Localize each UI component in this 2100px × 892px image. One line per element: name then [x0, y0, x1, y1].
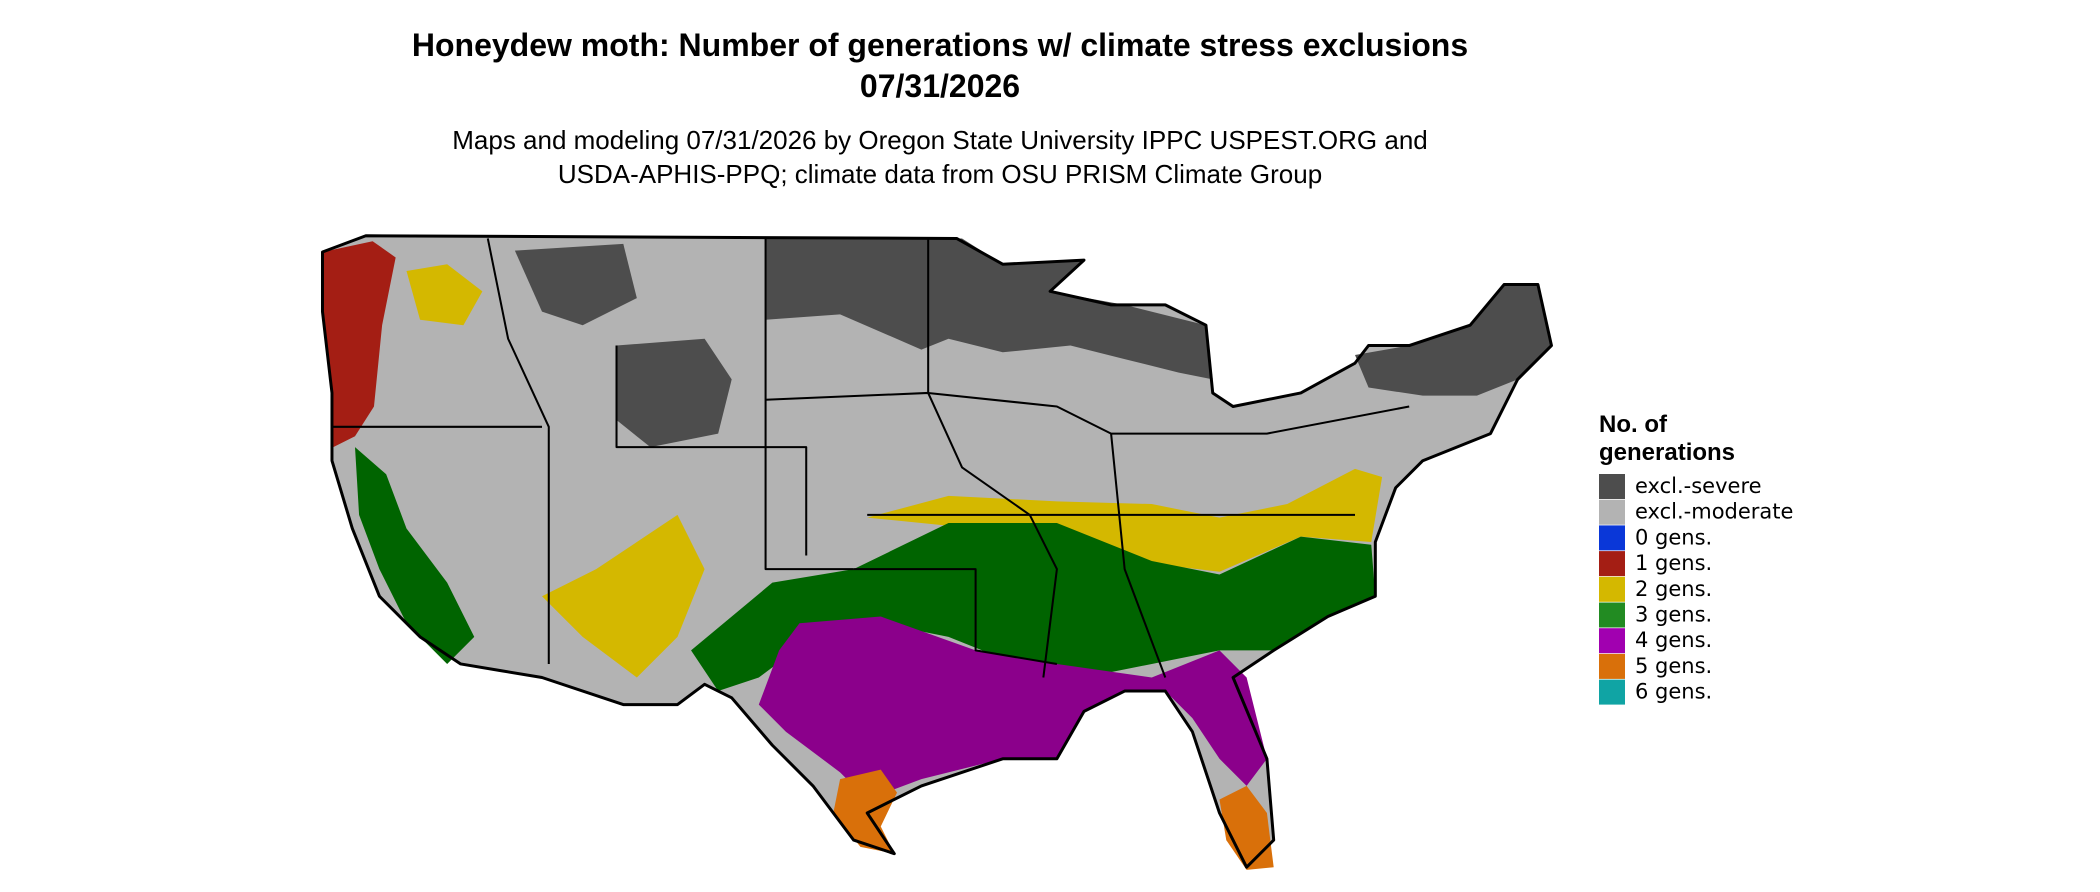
legend-label: 4 gens.: [1635, 628, 1712, 652]
legend-swatch: [1599, 499, 1625, 525]
legend-label: excl.-moderate: [1635, 500, 1793, 524]
region: [355, 447, 475, 664]
legend-label: 0 gens.: [1635, 525, 1712, 549]
title: Honeydew moth: Number of generations w/ …: [412, 27, 1468, 63]
subtitle: Maps and modeling 07/31/2026 by Oregon S…: [452, 125, 1428, 155]
region: [542, 514, 705, 678]
legend-swatch: [1599, 576, 1625, 602]
legend-title: generations: [1599, 439, 1735, 466]
us-border: [320, 234, 1553, 869]
region: [867, 468, 1383, 572]
legend-label: 5 gens.: [1635, 654, 1712, 678]
region: [322, 241, 396, 448]
legend-title: No. of: [1599, 411, 1668, 438]
region: [406, 264, 483, 326]
state-borders: [331, 237, 1410, 678]
region: [691, 523, 1376, 692]
legend-swatch: [1599, 679, 1625, 705]
subtitle: USDA-APHIS-PPQ; climate data from OSU PR…: [558, 159, 1322, 189]
legend: No. of generations excl.-severeexcl.-mod…: [1599, 411, 1793, 705]
legend-swatch: [1599, 602, 1625, 628]
map: [320, 234, 1553, 870]
title: 07/31/2026: [860, 68, 1020, 104]
legend-swatch: [1599, 653, 1625, 679]
region: [1355, 284, 1552, 396]
region: [514, 243, 637, 326]
legend-swatch: [1599, 628, 1625, 654]
legend-swatch: [1599, 525, 1625, 551]
legend-swatch: [1599, 551, 1625, 577]
region: [616, 338, 732, 448]
legend-label: 3 gens.: [1635, 603, 1712, 627]
legend-label: 1 gens.: [1635, 551, 1712, 575]
legend-label: excl.-severe: [1635, 474, 1762, 498]
legend-swatch: [1599, 474, 1625, 499]
legend-label: 2 gens.: [1635, 577, 1712, 601]
region: [758, 616, 1267, 800]
region: [1219, 785, 1274, 870]
region: [765, 237, 1213, 380]
legend-label: 6 gens.: [1635, 680, 1712, 704]
